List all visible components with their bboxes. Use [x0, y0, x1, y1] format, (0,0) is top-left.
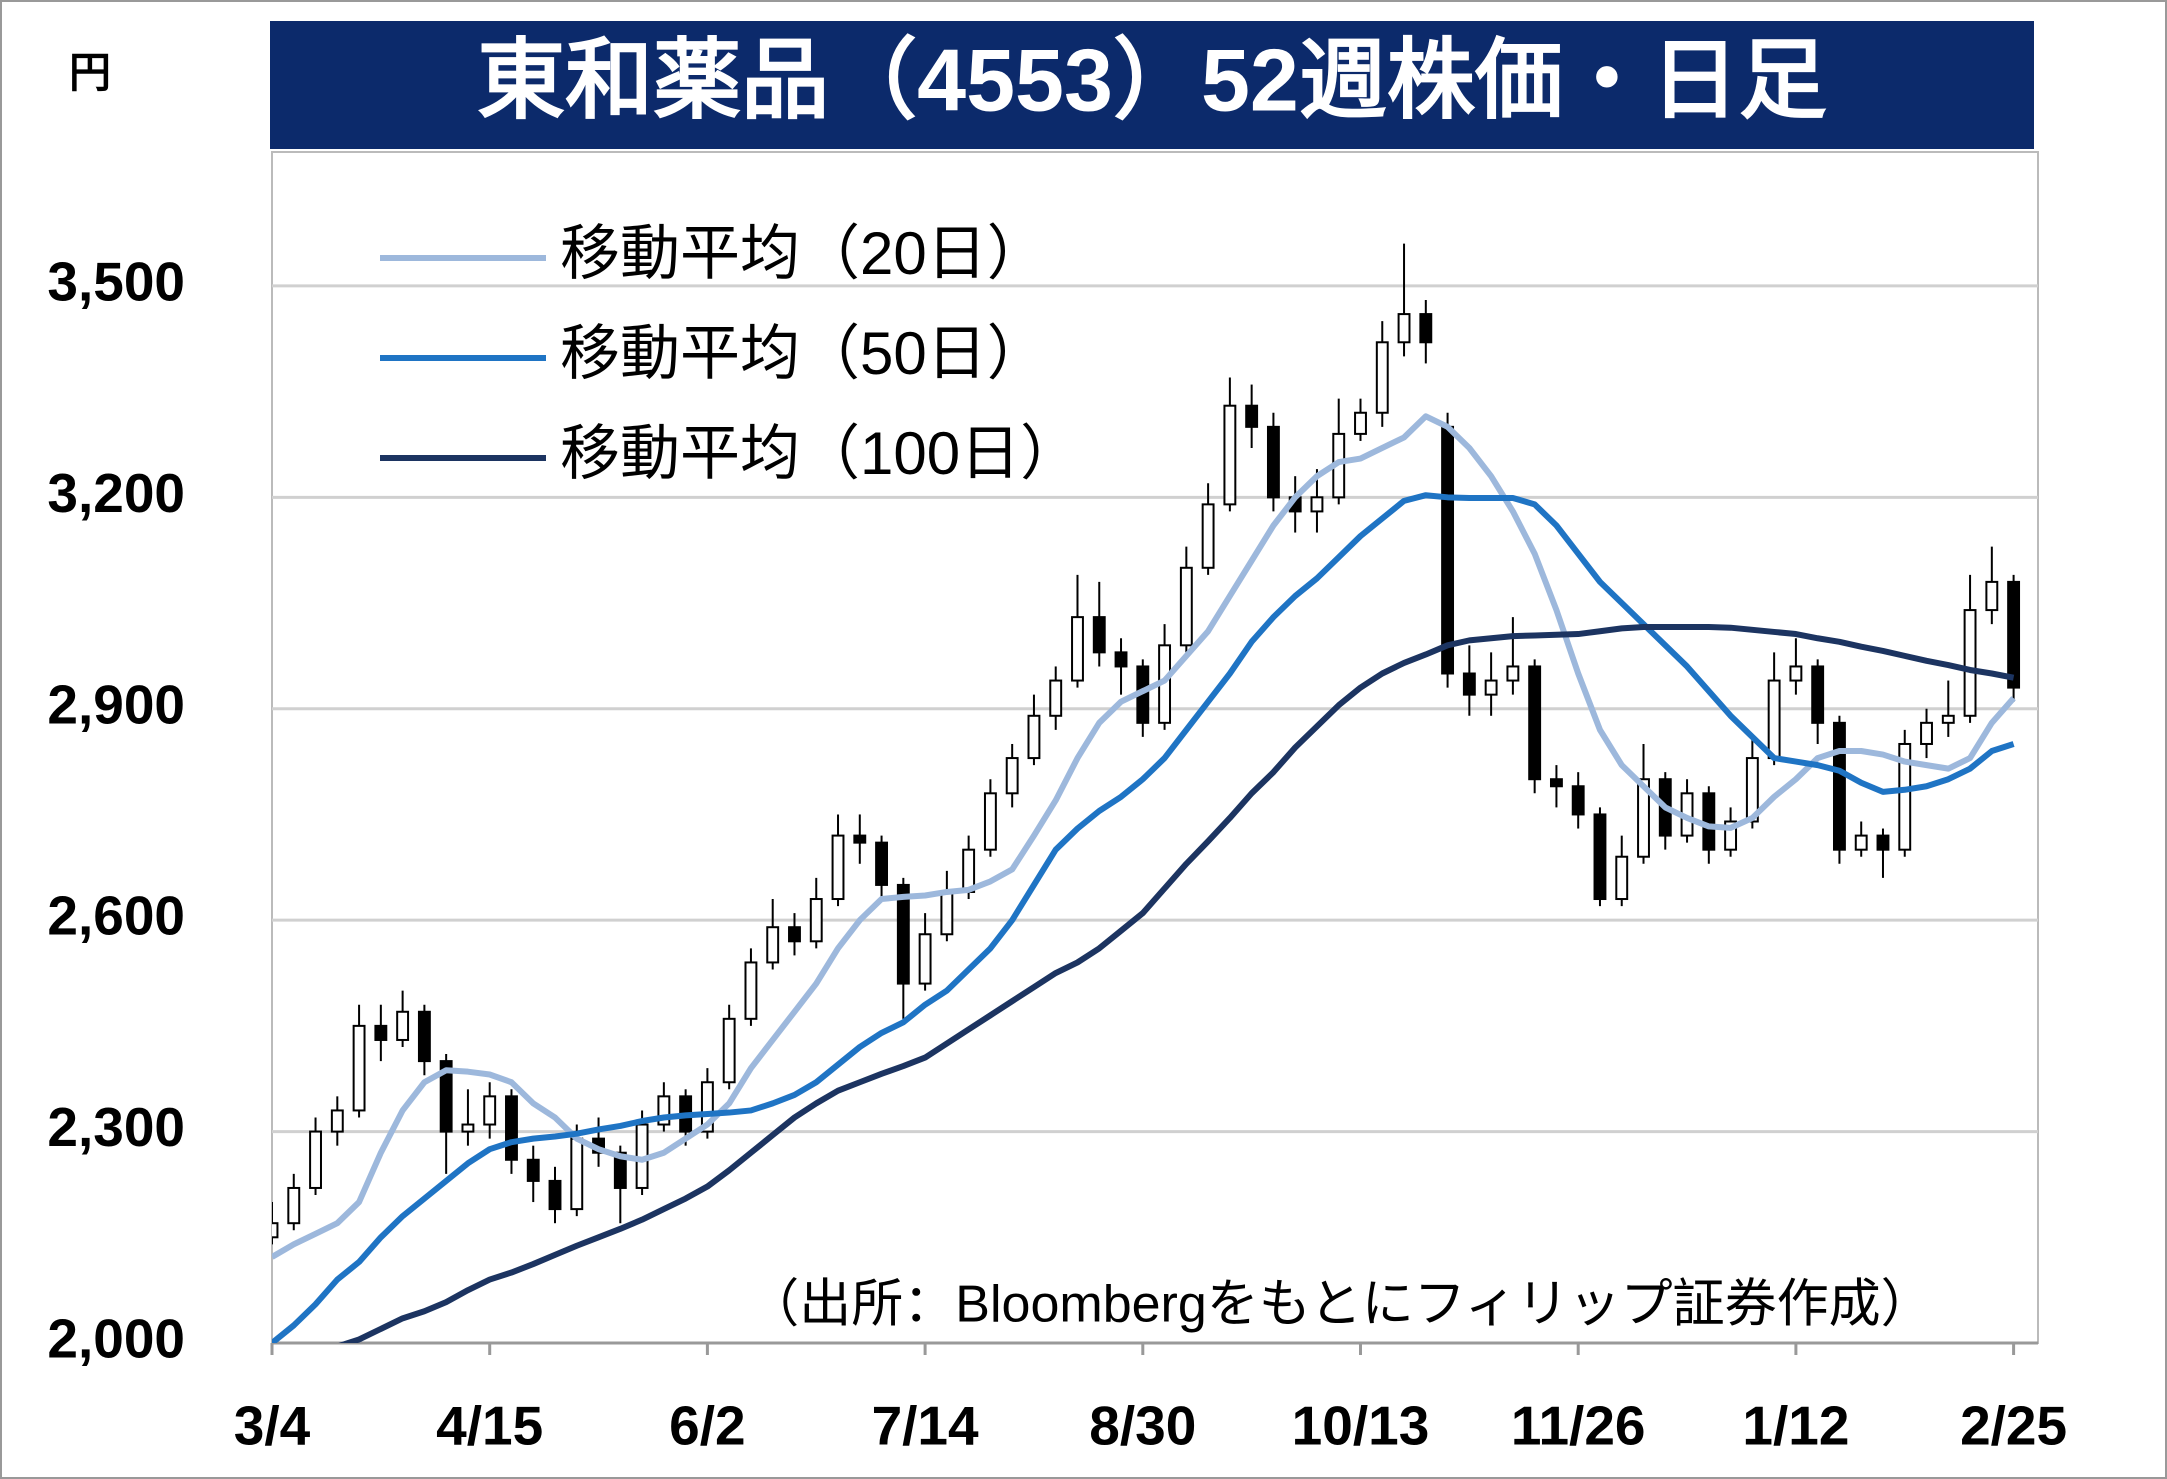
candle-body [1571, 785, 1585, 816]
candle-body [1223, 404, 1237, 506]
legend-label: 移動平均（100日） [560, 420, 1080, 487]
candle-body [1876, 834, 1890, 851]
x-tick-label: 6/2 [669, 1395, 745, 1457]
chart-title: 東和薬品（4553）52週株価・日足 [477, 30, 1827, 129]
candle-body [853, 834, 867, 844]
x-tick-label: 2/25 [1960, 1395, 2067, 1457]
candle-body [1419, 313, 1433, 344]
candle-body [809, 898, 823, 943]
source-note: （出所：Bloombergをもとにフィリップ証券作成） [747, 1276, 1932, 1334]
y-tick-label: 3,200 [47, 462, 185, 524]
candle-body [1615, 855, 1629, 901]
candle-body [1397, 313, 1411, 344]
title-banner [270, 21, 2034, 149]
candle-body [1963, 609, 1977, 717]
candle-body [272, 1222, 279, 1239]
candle-body [1049, 679, 1063, 717]
candle-body [1724, 820, 1738, 851]
candle-body [461, 1123, 475, 1133]
plot-content [272, 243, 2021, 1343]
candle-body [613, 1151, 627, 1189]
candle-body [330, 1109, 344, 1133]
x-tick-label: 8/30 [1089, 1395, 1196, 1457]
y-tick-label: 2,900 [47, 673, 185, 735]
candle-body [766, 926, 780, 964]
candle-body [1005, 757, 1019, 795]
candle-body [657, 1095, 671, 1126]
candle-body [396, 1010, 410, 1041]
y-tick-label: 2,000 [47, 1308, 185, 1370]
candle-body [744, 961, 758, 1020]
candle-body [1484, 679, 1498, 696]
y-tick-label: 2,300 [47, 1096, 185, 1158]
candle-body [1201, 503, 1215, 569]
candle-body [309, 1130, 322, 1189]
candle-body [1354, 411, 1367, 435]
candle-body [1528, 665, 1542, 781]
moving-average-line [272, 492, 2015, 1343]
x-tick-label: 4/15 [436, 1395, 543, 1457]
candle-body [940, 890, 954, 936]
candle-body [417, 1010, 431, 1063]
candle-body [1593, 813, 1607, 901]
candle-body [1745, 757, 1759, 823]
candle-body [1027, 714, 1041, 760]
candle-body [1071, 616, 1084, 682]
candle-body [1811, 665, 1825, 724]
candle-body [722, 1017, 736, 1084]
moving-average-line [272, 413, 2016, 1260]
candle-body [1941, 714, 1955, 724]
candle-body [1767, 679, 1781, 760]
candle-body [1462, 672, 1476, 696]
candle-body [483, 1095, 497, 1126]
candle-body [1549, 778, 1563, 788]
candle-body [788, 926, 801, 943]
candle-body [548, 1179, 562, 1211]
candle-body [831, 834, 845, 901]
candle-body [1702, 792, 1716, 851]
candle-body [287, 1186, 301, 1225]
candle-body [1637, 778, 1650, 858]
candle-body [1789, 665, 1803, 682]
x-tick-label: 10/13 [1292, 1395, 1430, 1457]
candle-body [1985, 580, 1999, 612]
candle-body [505, 1095, 518, 1161]
candle-body [2007, 580, 2021, 689]
candle-body [570, 1137, 584, 1211]
candle-body [1506, 665, 1520, 682]
x-tick-label: 1/12 [1742, 1395, 1849, 1457]
candle-body [983, 792, 997, 851]
candle-body [1920, 721, 1933, 745]
x-tick-label: 7/14 [872, 1395, 979, 1457]
x-tick-label: 11/26 [1511, 1395, 1646, 1457]
candle-body [1441, 425, 1455, 675]
candle-body [352, 1024, 366, 1112]
candle-body [1179, 566, 1193, 647]
candle-body [1092, 616, 1106, 654]
candle-body [1375, 341, 1389, 414]
y-tick-label: 2,600 [47, 885, 185, 947]
moving-average-line [338, 623, 2015, 1343]
y-tick-label: 3,500 [47, 250, 185, 312]
candle-body [374, 1024, 388, 1041]
legend-label: 移動平均（50日） [560, 320, 1047, 387]
candle-body [1854, 834, 1868, 851]
candle-body [1898, 742, 1912, 851]
candle-body [700, 1081, 714, 1133]
candle-body [918, 933, 932, 985]
x-tick-label: 3/4 [234, 1395, 311, 1457]
candle-body [1245, 404, 1259, 428]
candle-body [1310, 496, 1324, 513]
candle-body [439, 1060, 453, 1133]
candle-body [875, 841, 889, 886]
candle-body [526, 1158, 540, 1182]
candle-body [1832, 721, 1846, 851]
y-axis-label: 円 [69, 49, 111, 96]
candle-body [1114, 651, 1128, 668]
candle-body [896, 883, 910, 985]
candle-body [1266, 425, 1280, 499]
legend-label: 移動平均（20日） [560, 220, 1047, 287]
